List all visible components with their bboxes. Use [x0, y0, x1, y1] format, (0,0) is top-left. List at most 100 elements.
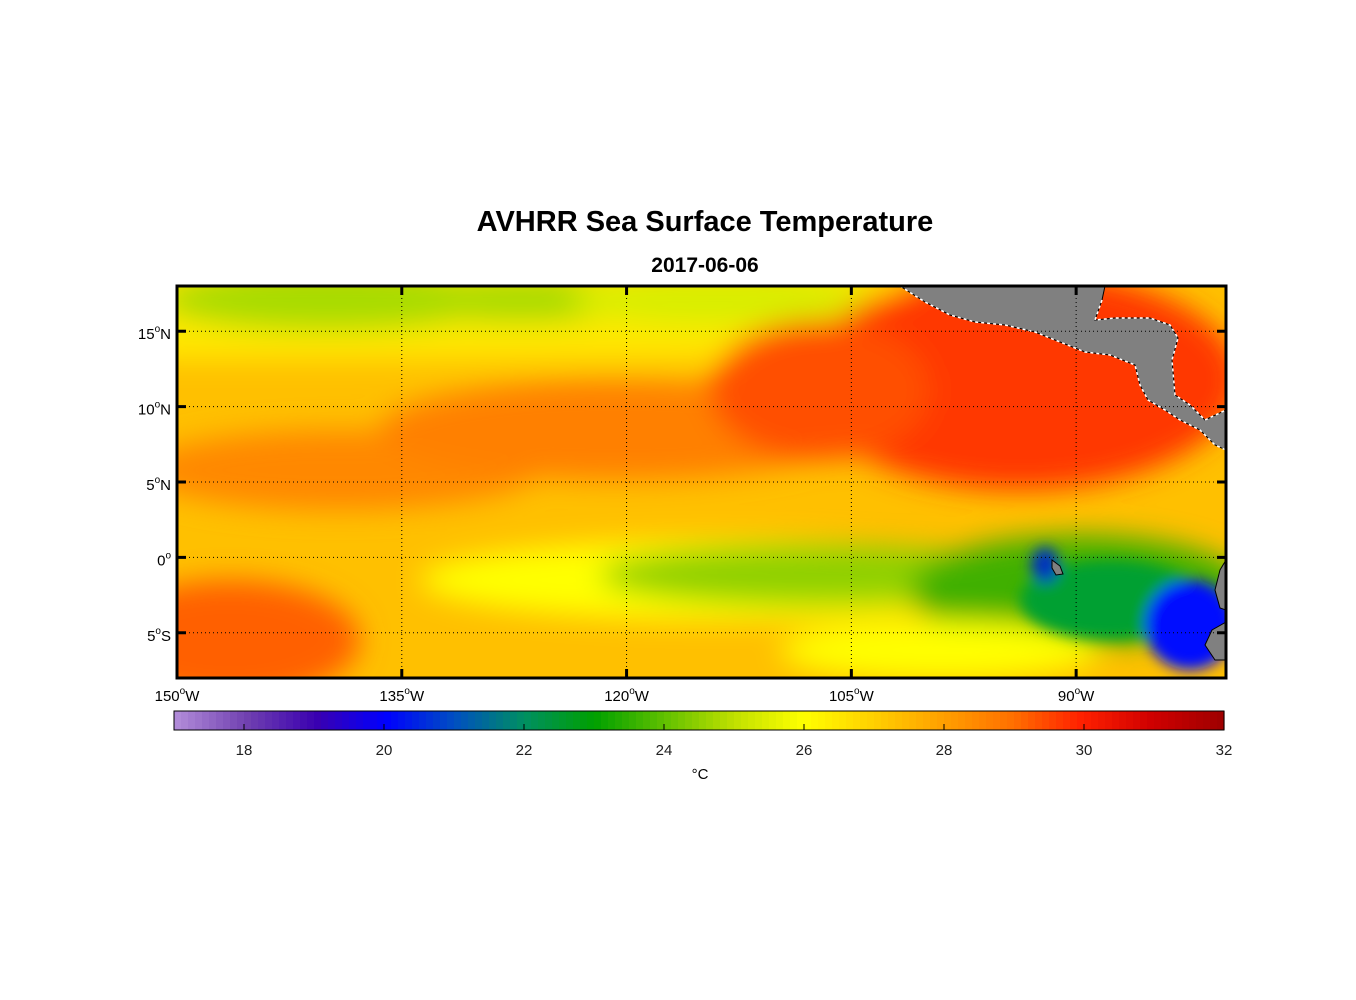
- colorbar-segment: [972, 711, 980, 730]
- colorbar-segment: [300, 711, 308, 730]
- colorbar-segment: [1203, 711, 1211, 730]
- colorbar-segment: [1217, 711, 1225, 730]
- colorbar-segment: [755, 711, 763, 730]
- colorbar-label-20: 20: [376, 742, 393, 759]
- colorbar-segment: [706, 711, 714, 730]
- colorbar-segment: [545, 711, 553, 730]
- colorbar-segment: [860, 711, 868, 730]
- colorbar-segment: [657, 711, 665, 730]
- colorbar-segment: [433, 711, 441, 730]
- colorbar-segment: [531, 711, 539, 730]
- colorbar-segment: [615, 711, 623, 730]
- colorbar-segment: [930, 711, 938, 730]
- colorbar-segment: [356, 711, 364, 730]
- colorbar-segment: [1028, 711, 1036, 730]
- colorbar-segment: [1014, 711, 1022, 730]
- colorbar-segment: [692, 711, 700, 730]
- colorbar-segment: [1133, 711, 1141, 730]
- colorbar-segment: [769, 711, 777, 730]
- colorbar-segment: [734, 711, 742, 730]
- colorbar-segment: [1119, 711, 1127, 730]
- colorbar-segment: [720, 711, 728, 730]
- colorbar-segment: [713, 711, 721, 730]
- colorbar-segment: [1175, 711, 1183, 730]
- colorbar-segment: [797, 711, 805, 730]
- colorbar-segment: [1189, 711, 1197, 730]
- lon-label-105W: 105oW: [829, 686, 875, 705]
- map-ticks: [175, 286, 1226, 678]
- lat-label-0: 0o: [157, 550, 171, 569]
- latitude-labels: 15oN 10oN 5oN 0o 5oS: [138, 324, 172, 645]
- graticule: [177, 286, 1226, 678]
- colorbar-segment: [608, 711, 616, 730]
- colorbar-segment: [958, 711, 966, 730]
- sst-south-yellow: [780, 620, 1100, 678]
- colorbar-segment: [230, 711, 238, 730]
- colorbar-segment: [1140, 711, 1148, 730]
- land-south-america: [1204, 559, 1226, 661]
- colorbar-segment: [1063, 711, 1071, 730]
- colorbar-segment: [524, 711, 532, 730]
- colorbar-segment: [237, 711, 245, 730]
- colorbar-segment: [447, 711, 455, 730]
- colorbar-segment: [783, 711, 791, 730]
- colorbar-segment: [748, 711, 756, 730]
- colorbar-segment: [1147, 711, 1155, 730]
- colorbar-segment: [258, 711, 266, 730]
- colorbar-label-32: 32: [1216, 742, 1233, 759]
- colorbar-segment: [1105, 711, 1113, 730]
- colorbar-segment: [832, 711, 840, 730]
- colorbar-segment: [1021, 711, 1029, 730]
- colorbar-segment: [853, 711, 861, 730]
- colorbar-segment: [314, 711, 322, 730]
- sst-galapagos-cool: [1031, 547, 1059, 583]
- colorbar-segment: [1084, 711, 1092, 730]
- colorbar-segment: [552, 711, 560, 730]
- colorbar-segment: [1126, 711, 1134, 730]
- colorbar-segment: [1077, 711, 1085, 730]
- colorbar-segment: [1161, 711, 1169, 730]
- colorbar-segment: [664, 711, 672, 730]
- colorbar-segment: [265, 711, 273, 730]
- colorbar-segment: [398, 711, 406, 730]
- colorbar-segment: [776, 711, 784, 730]
- colorbar-segment: [482, 711, 490, 730]
- colorbar-segment: [629, 711, 637, 730]
- colorbar-segment: [405, 711, 413, 730]
- colorbar-segment: [195, 711, 203, 730]
- colorbar-segment: [699, 711, 707, 730]
- colorbar-segment: [895, 711, 903, 730]
- colorbar-segment: [251, 711, 259, 730]
- colorbar-segment: [1112, 711, 1120, 730]
- colorbar-segment: [594, 711, 602, 730]
- colorbar-segment: [986, 711, 994, 730]
- colorbar-segment: [489, 711, 497, 730]
- colorbar-segment: [370, 711, 378, 730]
- colorbar-segment: [349, 711, 357, 730]
- colorbar-segment: [216, 711, 224, 730]
- colorbar-label-28: 28: [936, 742, 953, 759]
- colorbar-segment: [741, 711, 749, 730]
- colorbar-segment: [839, 711, 847, 730]
- colorbar-segment: [286, 711, 294, 730]
- colorbar-segment: [804, 711, 812, 730]
- longitude-labels: 150oW 135oW 120oW 105oW 90oW: [155, 686, 1096, 705]
- colorbar-segment: [573, 711, 581, 730]
- colorbar-segment: [762, 711, 770, 730]
- colorbar-segment: [209, 711, 217, 730]
- colorbar-label-26: 26: [796, 742, 813, 759]
- colorbar-unit: °C: [692, 766, 709, 783]
- colorbar-segment: [727, 711, 735, 730]
- colorbar-segment: [503, 711, 511, 730]
- colorbar-segment: [1000, 711, 1008, 730]
- colorbar-segment: [391, 711, 399, 730]
- lat-label-15N: 15oN: [138, 324, 171, 343]
- colorbar-segment: [181, 711, 189, 730]
- chart-title: AVHRR Sea Surface Temperature: [476, 206, 934, 238]
- colorbar-segment: [454, 711, 462, 730]
- colorbar-segment: [923, 711, 931, 730]
- colorbar-segment: [818, 711, 826, 730]
- land-coast-dashes: [899, 286, 1226, 451]
- colorbar-segment: [384, 711, 392, 730]
